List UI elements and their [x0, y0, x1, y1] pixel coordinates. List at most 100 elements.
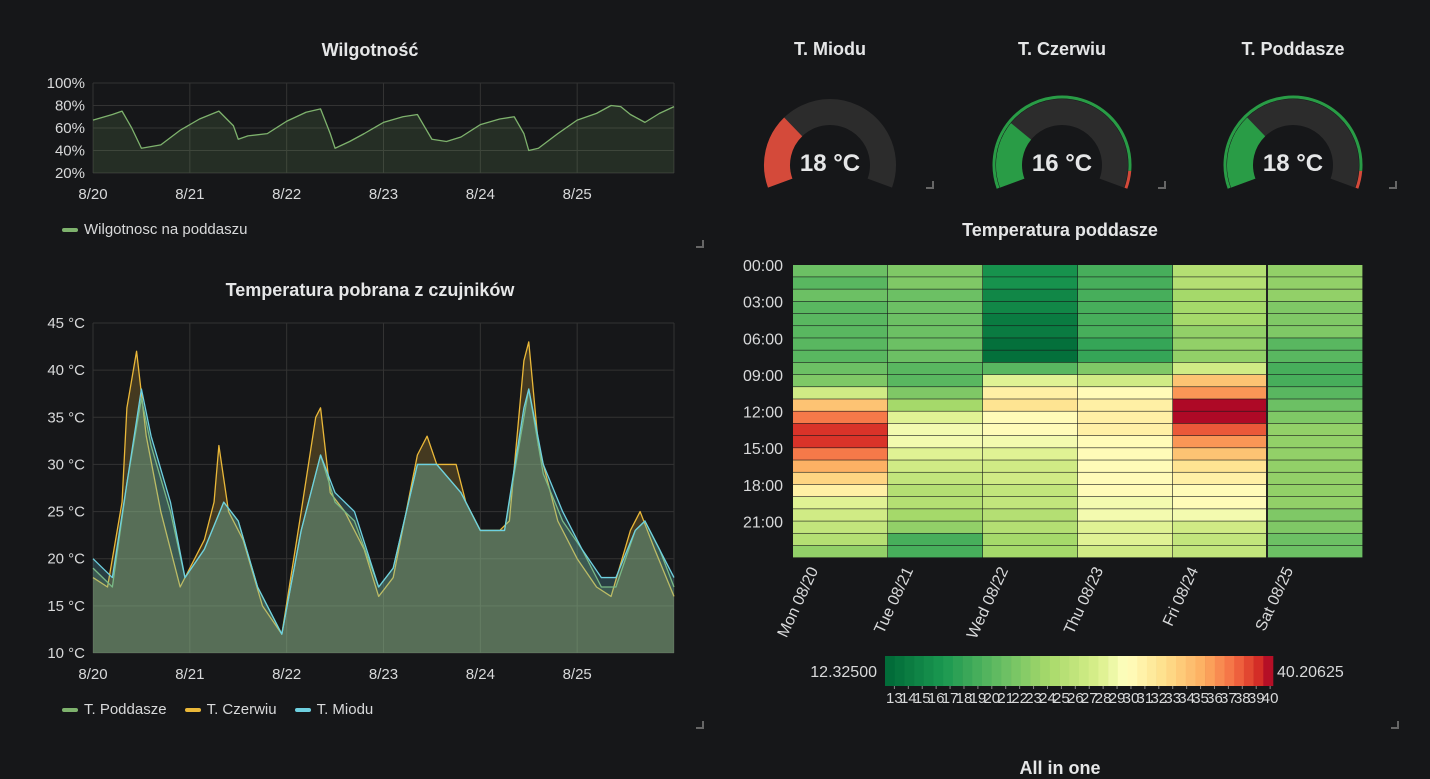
gauge-title[interactable]: T. Czerwiu: [1017, 39, 1106, 59]
scale-tick-label: 40: [1262, 690, 1279, 707]
scale-swatch: [1195, 656, 1206, 686]
heatmap-cell: [1173, 460, 1268, 472]
legend-swatch: [62, 227, 78, 232]
scale-swatch: [1040, 656, 1051, 686]
heatmap-cell: [793, 521, 888, 533]
x-tick-label: 8/25: [563, 666, 592, 683]
humidity-chart: 100% 80% 60% 40% 20% 8/20 8/21 8/22 8/23 8/24 8/25: [47, 75, 675, 203]
heatmap-cell: [1173, 289, 1268, 302]
x-tick-label: 8/22: [272, 666, 301, 683]
gauge-value: 18 °C: [1262, 150, 1324, 177]
scale-swatch: [923, 656, 934, 686]
gauge-title[interactable]: T. Poddasze: [1241, 39, 1345, 59]
scale-swatch: [1224, 656, 1235, 686]
y-tick-label: 20 °C: [47, 551, 85, 568]
legend-item[interactable]: T. Czerwiu: [184, 701, 277, 718]
heatmap-cell: [1173, 533, 1268, 546]
heatmap-cell: [1268, 460, 1363, 472]
scale-swatch: [1234, 656, 1245, 686]
gauge-dial: [764, 99, 896, 188]
scale-tick-label: 23: [1025, 690, 1042, 707]
legend-label: Wilgotnosc na poddaszu: [84, 221, 248, 238]
gauge-fill: [1227, 117, 1266, 188]
heatmap-cell: [983, 289, 1078, 302]
resize-handle[interactable]: [696, 721, 704, 729]
humidity-legend: Wilgotnosc na poddaszu: [62, 221, 247, 238]
scale-tick-label: 19: [970, 690, 987, 707]
heatmap-cell: [1078, 448, 1173, 460]
scale-tick-label: 30: [1123, 690, 1140, 707]
heatmap-cell: [983, 374, 1078, 387]
heatmap-cell: [1078, 338, 1173, 350]
scale-swatch: [1098, 656, 1109, 686]
heatmap-cell: [1078, 326, 1173, 338]
y-tick-label: 15 °C: [47, 598, 85, 615]
heatmap-cell: [1173, 521, 1268, 533]
gauge-threshold-green: [1223, 95, 1363, 189]
humidity-panel-title[interactable]: Wilgotność: [321, 40, 419, 60]
scale-swatch: [1127, 656, 1138, 686]
legend-item[interactable]: T. Poddasze: [62, 701, 167, 718]
heatmap-cell: [983, 448, 1078, 460]
resize-handle[interactable]: [696, 240, 704, 248]
y-tick-label: 20%: [55, 165, 85, 182]
scale-tick-label: 39: [1248, 690, 1265, 707]
resize-handle[interactable]: [1391, 721, 1399, 729]
heatmap-cell: [983, 277, 1078, 289]
scale-swatch: [1253, 656, 1264, 686]
x-tick-label: Mon 08/20: [775, 564, 822, 640]
heatmap-cell: [888, 423, 983, 436]
y-tick-label: 18:00: [743, 478, 783, 495]
series-line-2: [92, 388, 675, 635]
scale-tick-label: 38: [1234, 690, 1251, 707]
resize-handle[interactable]: [1389, 181, 1397, 189]
resize-handle[interactable]: [1158, 181, 1166, 189]
heatmap-cell: [983, 484, 1078, 497]
scale-swatch: [904, 656, 915, 686]
legend-item[interactable]: Wilgotnosc na poddaszu: [62, 221, 247, 238]
scale-swatch: [1079, 656, 1089, 686]
temperature-panel-title[interactable]: Temperatura pobrana z czujników: [225, 280, 515, 300]
gauge-title[interactable]: T. Miodu: [794, 39, 866, 59]
heatmap-cell: [888, 448, 983, 460]
heatmap-cell: [1173, 435, 1268, 448]
scale-tick-label: 35: [1192, 690, 1209, 707]
heatmap-cell: [793, 374, 888, 387]
x-tick-label: 8/22: [272, 186, 301, 203]
heatmap-cell: [983, 338, 1078, 350]
heatmap-cell: [793, 484, 888, 497]
legend-swatch: [62, 707, 78, 712]
heatmap-cell: [793, 277, 888, 289]
heatmap-cell: [1173, 313, 1268, 326]
scale-swatch: [885, 656, 895, 686]
gauge-fill: [996, 123, 1032, 188]
heatmap-cell: [1268, 350, 1363, 363]
heatmap-cell: [983, 350, 1078, 363]
heatmap-cell: [888, 362, 983, 375]
heatmap-cell: [793, 362, 888, 375]
scale-swatch: [982, 656, 992, 686]
heatmap-cell: [1173, 326, 1268, 338]
y-tick-label: 06:00: [743, 331, 783, 348]
heatmap-panel-title[interactable]: Temperatura poddasze: [962, 220, 1158, 240]
gauge-fill: [764, 117, 803, 188]
heatmap-chart: 00:00 03:00 06:00 09:00 12:00 15:00 18:00 21:00…: [743, 258, 1363, 707]
scale-swatch: [1214, 656, 1225, 686]
y-tick-label: 09:00: [743, 368, 783, 385]
heatmap-cell: [983, 533, 1078, 546]
heatmap-cell: [793, 496, 888, 509]
heatmap-cell: [1268, 448, 1363, 460]
y-tick-label: 12:00: [743, 405, 783, 422]
resize-handle[interactable]: [926, 181, 934, 189]
scale-swatch: [1137, 656, 1148, 686]
scale-swatch: [1166, 656, 1177, 686]
scale-tick-label: 27: [1081, 690, 1098, 707]
temperature-legend: T. Poddasze T. Czerwiu T. Miodu: [62, 701, 373, 718]
temperature-chart: 45 °C 40 °C 35 °C 30 °C 25 °C 20 °C 15 °C 10 °C…: [47, 315, 675, 683]
bottom-panel-title[interactable]: All in one: [1019, 758, 1101, 778]
y-tick-label: 45 °C: [47, 315, 85, 332]
scale-swatch: [1117, 656, 1128, 686]
scale-tick-label: 34: [1178, 690, 1195, 707]
legend-item[interactable]: T. Miodu: [294, 701, 373, 718]
heatmap-cell: [1173, 484, 1268, 497]
